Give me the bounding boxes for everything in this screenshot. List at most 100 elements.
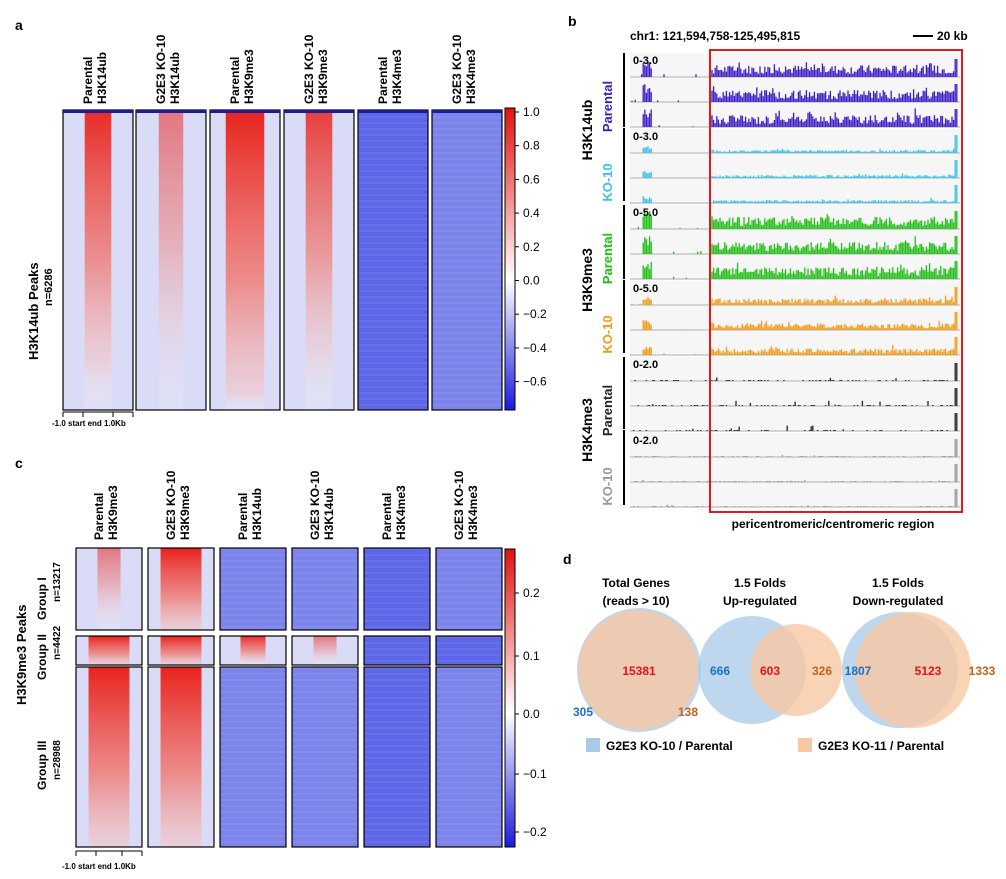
venn-count-left: 666 <box>710 664 730 678</box>
heatmap-streak <box>220 745 286 747</box>
heatmap-streak <box>220 560 286 562</box>
heatmap-streak <box>292 614 358 616</box>
heatmap-streak <box>358 158 428 160</box>
heatmap-streak <box>358 386 428 388</box>
track-background <box>630 407 960 432</box>
signal-track <box>640 59 958 77</box>
heatmap-streak <box>432 356 502 358</box>
row-label: H3K9me3 Peaks <box>14 605 29 705</box>
heatmap-frame <box>75 547 143 631</box>
scale-label: 20 kb <box>937 29 968 43</box>
colorbar <box>504 107 516 411</box>
signal-track <box>631 287 958 305</box>
heatmap-streak <box>220 763 286 765</box>
colorbar-tick-label: −0.4 <box>523 341 547 355</box>
heatmap-c-2-0 <box>219 547 287 631</box>
panel-label: b <box>568 13 577 29</box>
heatmap-streak <box>220 620 286 622</box>
heatmap-streak <box>436 685 502 687</box>
heatmap-streak <box>292 823 358 825</box>
heatmap-streak <box>292 590 358 592</box>
column-label-line2: H3K4me3 <box>394 485 408 540</box>
heatmap-streak <box>364 566 430 568</box>
column-label-line2: H3K9me3 <box>242 49 256 104</box>
heatmap-streak <box>436 751 502 753</box>
heatmap-streak <box>358 230 428 232</box>
track-group-2 <box>630 205 960 280</box>
venn-title: 1.5 Folds <box>872 576 924 590</box>
heatmap-streak <box>358 254 428 256</box>
heatmap-edge <box>97 548 121 630</box>
heatmap-streak <box>364 572 430 574</box>
column-label-line2: H3K14ub <box>95 52 109 104</box>
heatmap-streak <box>220 805 286 807</box>
signal-track <box>631 84 958 102</box>
column-label-line1: G2E3 KO-10 <box>164 470 178 540</box>
track-range: 0-2.0 <box>633 359 658 371</box>
heatmap-streak <box>220 739 286 741</box>
venn-title: Total Genes <box>602 576 670 590</box>
venn-count-overlap: 15381 <box>622 664 656 678</box>
heatmap-streak <box>432 182 502 184</box>
heatmap-streak <box>432 398 502 400</box>
heatmap-streak <box>364 691 430 693</box>
heatmap-streak <box>292 763 358 765</box>
heatmap-streak <box>220 566 286 568</box>
column-label-line2: H3K4me3 <box>466 485 480 540</box>
heatmap-background <box>436 548 502 630</box>
heatmap-edge <box>313 636 337 665</box>
heatmap-streak <box>436 673 502 675</box>
heatmap-a-1 <box>135 109 207 411</box>
heatmap-streak <box>436 805 502 807</box>
heatmap-streak <box>432 320 502 322</box>
column-label-line1: Parental <box>380 493 394 540</box>
heatmap-streak <box>358 356 428 358</box>
heatmap-streak <box>432 266 502 268</box>
heatmap-edge <box>240 636 266 665</box>
heatmap-streak <box>358 128 428 130</box>
row-label: H3K14ub Peaks <box>26 262 41 360</box>
column-label-line2: H3K9me3 <box>178 485 192 540</box>
heatmap-streak <box>358 404 428 406</box>
heatmap-streak <box>436 733 502 735</box>
heatmap-streak <box>220 667 286 669</box>
heatmap-streak <box>364 769 430 771</box>
heatmap-streak <box>292 727 358 729</box>
heatmap-c-0-2 <box>75 666 143 848</box>
signal-track <box>637 211 958 229</box>
heatmap-streak <box>364 793 430 795</box>
heatmap-streak <box>292 769 358 771</box>
mark-label: H3K9me3 <box>579 248 595 312</box>
heatmap-streak <box>220 608 286 610</box>
heatmap-streak <box>292 829 358 831</box>
heatmap-streak <box>364 781 430 783</box>
heatmap-streak <box>436 835 502 837</box>
heatmap-frame <box>147 666 215 848</box>
heatmap-streak <box>358 320 428 322</box>
heatmap-streak <box>364 596 430 598</box>
sample-label: Parental <box>600 81 615 132</box>
heatmap-streak <box>364 775 430 777</box>
heatmap-streak <box>292 554 358 556</box>
heatmap-streak <box>358 398 428 400</box>
group-label: Group III <box>35 741 49 790</box>
heatmap-frame <box>147 547 215 631</box>
signal-track <box>642 185 958 203</box>
heatmap-streak <box>432 260 502 262</box>
heatmap-edge <box>305 110 333 410</box>
heatmap-frame <box>75 635 143 666</box>
heatmap-streak <box>432 332 502 334</box>
heatmap-streak <box>364 751 430 753</box>
heatmap-streak <box>220 775 286 777</box>
heatmap-streak <box>432 146 502 148</box>
heatmap-streak <box>364 636 430 638</box>
heatmap-top-edge <box>358 110 428 113</box>
heatmap-frame <box>219 635 287 666</box>
heatmap-streak <box>436 799 502 801</box>
heatmap-top-edge <box>284 110 354 113</box>
heatmap-streak <box>364 654 430 656</box>
heatmap-streak <box>292 841 358 843</box>
heatmap-streak <box>364 667 430 669</box>
heatmap-streak <box>436 560 502 562</box>
heatmap-streak <box>292 578 358 580</box>
